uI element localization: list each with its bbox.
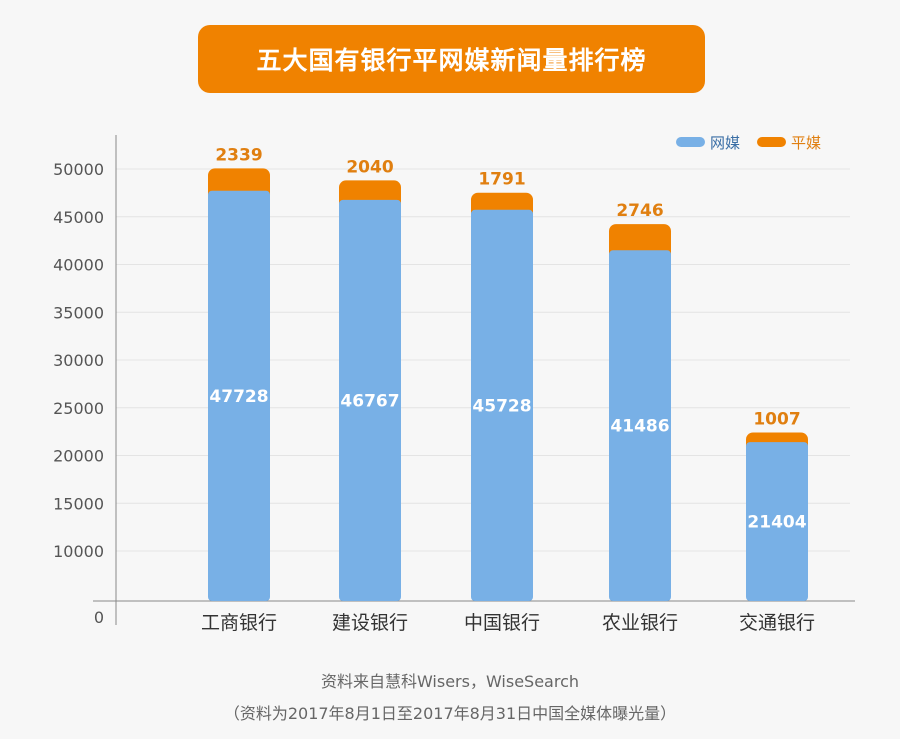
bar-online-media — [208, 190, 270, 601]
data-label-print: 2339 — [215, 145, 262, 165]
x-tick-label: 农业银行 — [602, 612, 678, 634]
x-tick-label: 交通银行 — [739, 612, 815, 634]
data-label-print: 1791 — [478, 170, 525, 190]
x-tick-label: 中国银行 — [464, 612, 540, 634]
y-tick-label: 0 — [94, 608, 104, 627]
data-label-print: 2746 — [616, 201, 663, 221]
x-tick-label: 建设银行 — [332, 612, 408, 634]
x-tick-label: 工商银行 — [201, 612, 277, 634]
bar-chart: 0 10000 15000 20000 25000 30000 35000 40000 4500… — [53, 134, 855, 634]
y-tick-label: 10000 — [53, 542, 104, 561]
bar-online-media — [609, 250, 671, 601]
legend-swatch-print — [757, 137, 786, 147]
source-text: 资料来自慧科Wisers，WiseSearch — [320, 672, 580, 691]
y-tick-label: 35000 — [53, 303, 104, 322]
data-label-online: 21404 — [747, 513, 806, 533]
data-label-online: 47728 — [209, 387, 268, 407]
data-label-online: 41486 — [610, 417, 669, 437]
legend-label-online: 网媒 — [710, 134, 740, 152]
data-label-print: 2040 — [346, 157, 393, 177]
data-label-online: 46767 — [340, 391, 399, 411]
y-tick-label: 50000 — [53, 160, 104, 179]
y-tick-label: 40000 — [53, 256, 104, 275]
y-tick-label: 30000 — [53, 351, 104, 370]
legend-label-print: 平媒 — [791, 134, 821, 152]
bar-online-media — [471, 209, 533, 601]
data-label-print: 1007 — [753, 409, 800, 429]
chart-title: 五大国有银行平网媒新闻量排行榜 — [198, 25, 705, 93]
y-tick-label: 20000 — [53, 447, 104, 466]
legend-swatch-online — [676, 137, 705, 147]
y-tick-label: 25000 — [53, 399, 104, 418]
data-label-online: 45728 — [472, 396, 531, 416]
bar-online-media — [339, 199, 401, 601]
bar-online-media — [746, 442, 808, 601]
y-tick-label: 45000 — [53, 208, 104, 227]
y-tick-label: 15000 — [53, 494, 104, 513]
note-text: （资料为2017年8月1日至2017年8月31日中国全媒体曝光量） — [223, 704, 677, 723]
